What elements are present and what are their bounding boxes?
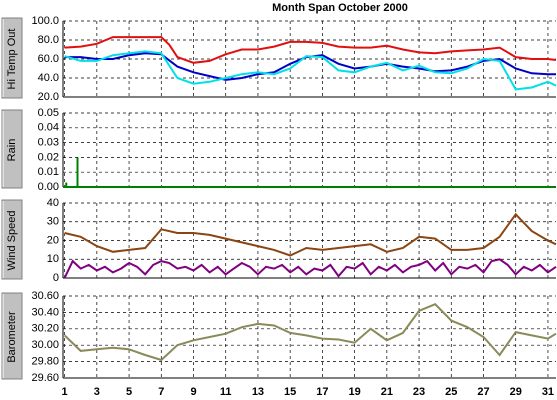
y-tick-label: 60.0 xyxy=(38,53,59,65)
y-tick-label: 80.0 xyxy=(38,34,59,46)
x-tick-label: 25 xyxy=(445,386,457,398)
x-tick-label: 5 xyxy=(126,386,132,398)
panel-button xyxy=(1,17,23,99)
x-tick-label: 23 xyxy=(413,386,425,398)
panel-label: Barometer xyxy=(6,311,18,363)
y-tick-label: 0.03 xyxy=(38,137,59,149)
y-tick-label: 20.0 xyxy=(38,91,59,103)
x-tick-label: 31 xyxy=(542,386,554,398)
panel-label: Hi Temp Out xyxy=(6,29,18,90)
y-tick-label: 100.0 xyxy=(31,15,59,27)
y-tick-label: 30 xyxy=(47,216,59,228)
panel-button xyxy=(1,292,23,380)
x-tick-label: 15 xyxy=(284,386,296,398)
y-tick-label: 0.01 xyxy=(38,166,59,178)
plot-area xyxy=(63,113,556,187)
x-tick-label: 9 xyxy=(190,386,196,398)
y-tick-label: 30.00 xyxy=(31,339,59,351)
panel-button xyxy=(1,199,23,280)
y-tick-label: 40.0 xyxy=(38,72,59,84)
series-line xyxy=(64,36,557,64)
series-line xyxy=(63,303,557,362)
x-tick-label: 21 xyxy=(381,386,393,398)
y-tick-label: 0 xyxy=(53,272,59,284)
y-tick-label: 29.60 xyxy=(31,372,59,384)
y-tick-label: 0.00 xyxy=(38,181,59,193)
bar xyxy=(65,182,68,187)
x-tick-label: 17 xyxy=(316,386,328,398)
series-line xyxy=(63,258,557,279)
x-tick-label: 11 xyxy=(220,386,232,398)
x-tick-label: 13 xyxy=(252,386,264,398)
y-tick-label: 0.05 xyxy=(38,107,59,119)
x-tick-label: 27 xyxy=(477,386,489,398)
x-tick-label: 19 xyxy=(348,386,360,398)
y-tick-label: 10 xyxy=(47,253,59,265)
series-line xyxy=(64,50,557,91)
y-tick-label: 30.20 xyxy=(31,323,59,335)
x-tick-label: 7 xyxy=(158,386,164,398)
series-line xyxy=(64,212,557,257)
panel-button xyxy=(1,109,23,189)
y-tick-label: 40 xyxy=(47,197,59,209)
y-tick-label: 29.80 xyxy=(31,356,59,368)
y-tick-label: 30.40 xyxy=(31,306,59,318)
y-tick-label: 0.02 xyxy=(38,151,59,163)
panel-label: Rain xyxy=(6,139,18,162)
y-tick-label: 0.04 xyxy=(38,122,59,134)
y-tick-label: 30.60 xyxy=(31,290,59,302)
x-tick-label: 3 xyxy=(94,386,100,398)
bar xyxy=(76,157,79,187)
panel-label: Wind Speed xyxy=(6,211,18,271)
chart-title: Month Span October 2000 xyxy=(272,2,408,14)
x-tick-label: 1 xyxy=(62,386,68,398)
y-tick-label: 20 xyxy=(47,234,59,246)
x-tick-label: 29 xyxy=(510,386,522,398)
